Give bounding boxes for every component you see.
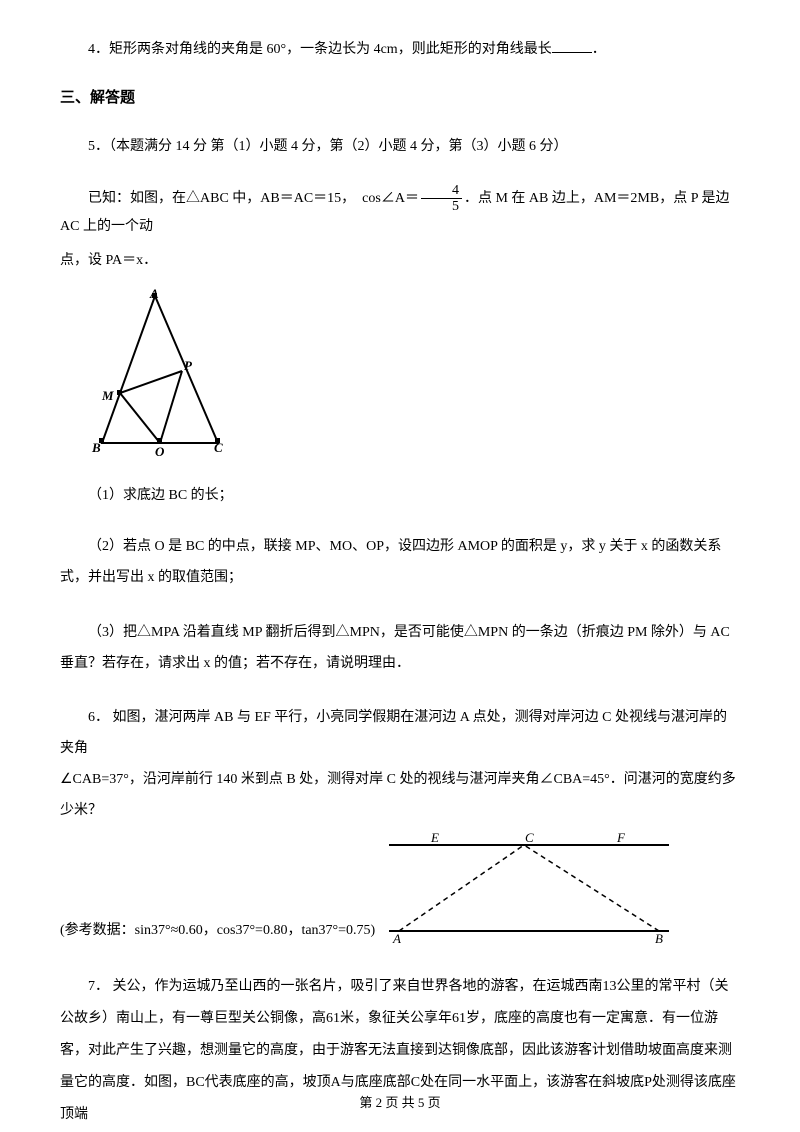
triangle-diagram: A B C M P O <box>90 288 230 458</box>
q6-row: (参考数据：sin37°≈0.60，cos37°=0.80，tan37°=0.7… <box>60 831 740 943</box>
q6-l2: ∠CAB=37°，沿河岸前行 140 米到点 B 处，测得对岸 C 处的视线与湛… <box>60 765 740 827</box>
q6-l1: ． 如图，湛河两岸 AB 与 EF 平行，小亮同学假期在湛河边 A 点处，测得对… <box>60 710 727 756</box>
question-6-line1: 6． 如图，湛河两岸 AB 与 EF 平行，小亮同学假期在湛河边 A 点处，测得… <box>60 703 740 765</box>
svg-text:B: B <box>655 931 663 943</box>
q5-frac-den: 5 <box>421 199 462 214</box>
svg-text:C: C <box>525 831 534 845</box>
q5-figure: A B C M P O <box>90 288 740 458</box>
q4-text-a: ．矩形两条对角线的夹角是 60°，一条边长为 4cm，则此矩形的对角线最长 <box>95 42 552 57</box>
q5-given: 已知：如图，在△ABC 中，AB＝AC＝15， cos∠A＝45．点 M 在 A… <box>60 183 740 239</box>
q4-num: 4 <box>88 42 95 57</box>
q6-num: 6 <box>88 710 95 725</box>
q6-figure: E C F A B <box>379 831 679 943</box>
q5-given-a: 已知：如图，在△ABC 中，AB＝AC＝15， cos∠A＝ <box>88 191 419 206</box>
question-4: 4．矩形两条对角线的夹角是 60°，一条边长为 4cm，则此矩形的对角线最长 ． <box>60 38 740 62</box>
q6-l3: (参考数据：sin37°≈0.60，cos37°=0.80，tan37°=0.7… <box>60 919 375 943</box>
q4-text-b: ． <box>592 42 606 57</box>
section-3-title: 三、解答题 <box>60 86 740 112</box>
q5-given-c: 点，设 PA＝x． <box>60 249 740 273</box>
q4-blank <box>552 39 592 53</box>
svg-text:F: F <box>616 831 626 845</box>
q5-num: 5 <box>88 139 95 154</box>
q5-part3: （3）把△MPA 沿着直线 MP 翻折后得到△MPN，是否可能使△MPN 的一条… <box>60 618 740 680</box>
svg-text:P: P <box>184 358 193 373</box>
q5-frac-num: 4 <box>421 183 462 199</box>
svg-text:O: O <box>155 444 165 458</box>
q5-part1: （1）求底边 BC 的长； <box>60 484 740 508</box>
svg-text:M: M <box>101 388 114 403</box>
question-5-head: 5．（本题满分 14 分 第（1）小题 4 分，第（2）小题 4 分，第（3）小… <box>60 135 740 159</box>
svg-text:E: E <box>430 831 439 845</box>
page-footer: 第 2 页 共 5 页 <box>0 1092 800 1114</box>
q5-part2: （2）若点 O 是 BC 的中点，联接 MP、MO、OP，设四边形 AMOP 的… <box>60 532 740 594</box>
q7-num: 7 <box>88 979 95 994</box>
svg-text:A: A <box>392 931 401 943</box>
q5-head: ．（本题满分 14 分 第（1）小题 4 分，第（2）小题 4 分，第（3）小题… <box>95 139 568 154</box>
q5-frac: 45 <box>421 183 462 215</box>
